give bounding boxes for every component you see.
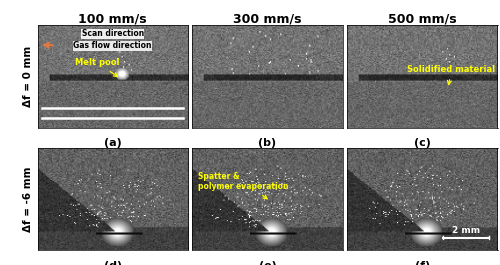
Text: (c): (c) — [414, 138, 431, 148]
Text: (b): (b) — [258, 138, 276, 148]
Title: 100 mm/s: 100 mm/s — [78, 12, 147, 25]
Title: 300 mm/s: 300 mm/s — [233, 12, 302, 25]
Text: Gas flow direction: Gas flow direction — [74, 41, 152, 50]
Text: (f): (f) — [414, 261, 430, 265]
Text: (e): (e) — [258, 261, 276, 265]
Text: 2 mm: 2 mm — [452, 226, 480, 235]
Text: Scan direction: Scan direction — [82, 29, 144, 38]
Y-axis label: Δf = -6 mm: Δf = -6 mm — [24, 166, 34, 232]
Text: Solidified material: Solidified material — [408, 65, 496, 85]
Title: 500 mm/s: 500 mm/s — [388, 12, 456, 25]
Text: (d): (d) — [104, 261, 122, 265]
Y-axis label: Δf = 0 mm: Δf = 0 mm — [24, 46, 34, 107]
Text: (a): (a) — [104, 138, 122, 148]
Text: Spatter &
polymer evaporation: Spatter & polymer evaporation — [198, 172, 289, 199]
Text: Melt pool: Melt pool — [75, 58, 120, 77]
